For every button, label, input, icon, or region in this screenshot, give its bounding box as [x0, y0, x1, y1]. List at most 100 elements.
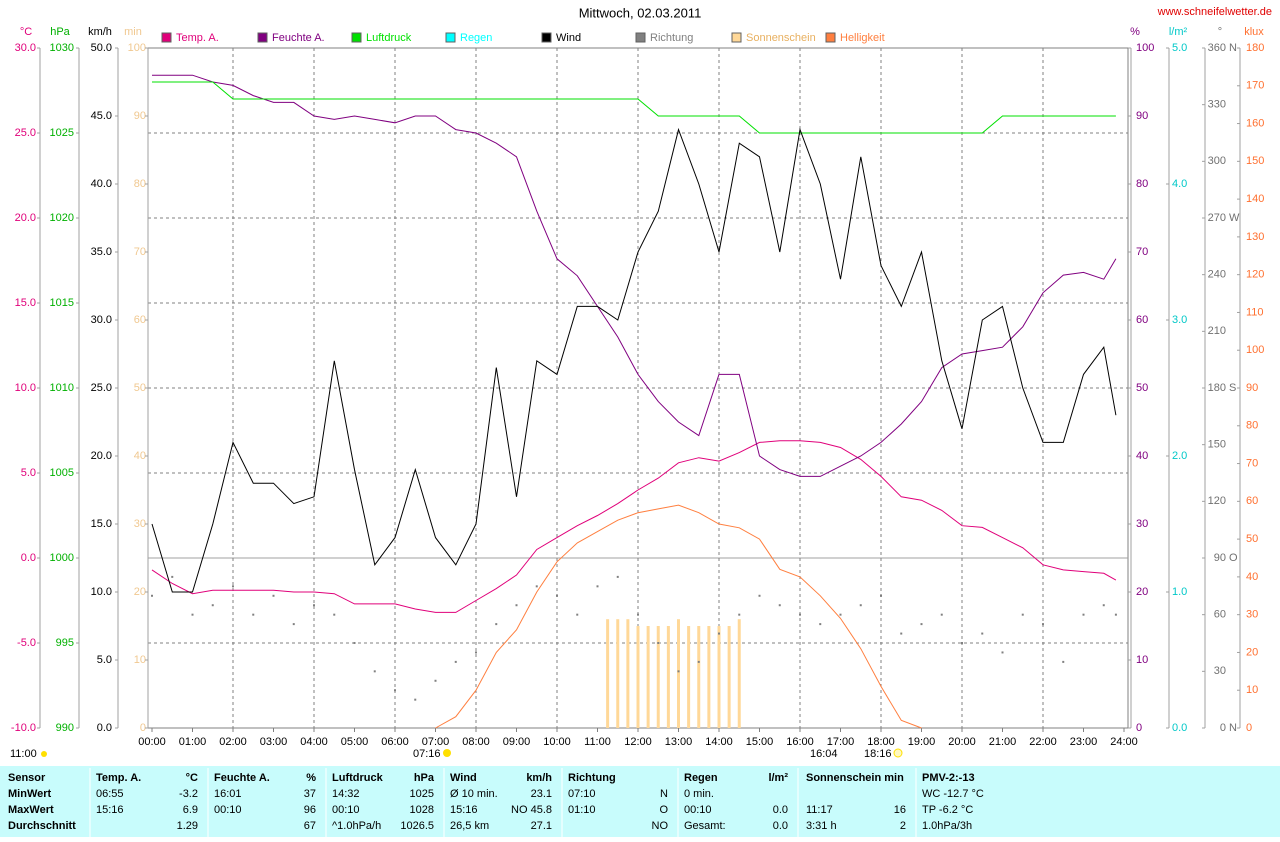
- x-tick-label: 03:00: [260, 736, 288, 748]
- y-tick-label: 15.0: [15, 297, 36, 309]
- y-tick-label: 30.0: [91, 314, 112, 326]
- direction-dot: [900, 632, 903, 635]
- y-tick-label: 80: [1136, 178, 1148, 190]
- y-tick-label: 10.0: [15, 382, 36, 394]
- table-cell: 1.29: [177, 820, 198, 832]
- direction-dot: [839, 613, 842, 616]
- axis-label: °: [1218, 26, 1222, 38]
- event-label: 07:16: [413, 748, 441, 760]
- series-line: [152, 81, 1116, 134]
- direction-dot: [1102, 604, 1105, 607]
- y-tick-label: 0: [1220, 722, 1226, 734]
- direction-dot: [454, 660, 457, 663]
- y-tick-label: 50.0: [91, 42, 112, 54]
- y-tick-label: 20: [1246, 646, 1258, 658]
- y-tick-label: 70: [1136, 246, 1148, 258]
- y-tick-label: 5.0: [97, 654, 112, 666]
- series-line: [435, 504, 922, 729]
- series-line: [151, 127, 1117, 593]
- y-tick-label: 10: [1136, 654, 1148, 666]
- y-tick-label: 150: [1208, 439, 1226, 451]
- y-tick-label: 2.0: [1172, 450, 1187, 462]
- y-tick-label: 60: [1214, 609, 1226, 621]
- x-tick-label: 13:00: [665, 736, 693, 748]
- event-label: 11:00: [10, 748, 37, 760]
- table-cell: NO: [652, 820, 669, 832]
- y-tick-label: 50: [1246, 533, 1258, 545]
- table-header: l/m²: [768, 772, 788, 784]
- y-tick-label: 170: [1246, 80, 1264, 92]
- y-tick-label: 70: [134, 246, 146, 258]
- y-tick-label: 40: [134, 450, 146, 462]
- axis-label: klux: [1244, 26, 1264, 38]
- sunshine-bar: [707, 626, 711, 728]
- y-tick-label: 120: [1246, 269, 1264, 281]
- table-cell: WC -12.7 °C: [922, 788, 984, 800]
- table-cell: 07:10: [568, 788, 596, 800]
- y-tick-label: 0.0: [1172, 722, 1187, 734]
- direction-dot: [292, 623, 295, 626]
- x-tick-label: 02:00: [219, 736, 247, 748]
- table-header: Feuchte A.: [214, 772, 270, 784]
- y-tick-label: 1030: [50, 42, 74, 54]
- table-header: Luftdruck: [332, 772, 384, 784]
- table-cell: 2: [900, 820, 906, 832]
- table-cell: MaxWert: [8, 804, 54, 816]
- direction-dot: [556, 594, 558, 597]
- legend-swatch: [635, 32, 646, 43]
- sunshine-bar: [717, 626, 721, 728]
- y-tick-label: 10.0: [91, 586, 112, 598]
- table-cell: 67: [304, 820, 316, 832]
- y-tick-label: 20: [134, 586, 146, 598]
- direction-dot: [151, 594, 153, 597]
- y-tick-label: 60: [1136, 314, 1148, 326]
- y-tick-label: 120: [1208, 495, 1226, 507]
- direction-dot: [1001, 651, 1004, 654]
- table-cell: 0.0: [773, 820, 788, 832]
- table-cell: ^1.0hPa/h: [332, 820, 381, 832]
- table-cell: 1026.5: [400, 820, 434, 832]
- table-cell: 15:16: [96, 804, 124, 816]
- sunshine-bar: [737, 619, 741, 728]
- y-tick-label: 45.0: [91, 110, 112, 122]
- table-cell: 26,5 km: [450, 820, 489, 832]
- y-tick-label: 180: [1246, 42, 1264, 54]
- y-tick-label: 300: [1208, 155, 1226, 167]
- y-tick-label: 210: [1208, 325, 1226, 337]
- y-tick-label: 330: [1208, 99, 1226, 111]
- y-tick-label: 60: [134, 314, 146, 326]
- compass-label: W: [1229, 212, 1240, 224]
- direction-dot: [697, 660, 700, 663]
- table-cell: NO 45.8: [511, 804, 552, 816]
- legend-label: Feuchte A.: [272, 32, 325, 44]
- x-tick-label: 00:00: [138, 736, 166, 748]
- y-tick-label: 180: [1208, 382, 1226, 394]
- sunshine-bar: [687, 626, 691, 728]
- table-header: %: [306, 772, 316, 784]
- y-tick-label: 100: [128, 42, 146, 54]
- legend-swatch: [257, 32, 268, 43]
- direction-dot: [495, 623, 498, 626]
- direction-dot: [272, 594, 275, 597]
- direction-dot: [515, 604, 518, 607]
- legend-label: Wind: [556, 32, 581, 44]
- x-tick-label: 01:00: [179, 736, 207, 748]
- legend-swatch: [825, 32, 836, 43]
- y-tick-label: 4.0: [1172, 178, 1187, 190]
- table-header: Sonnenschein min: [806, 772, 904, 784]
- x-tick-label: 20:00: [948, 736, 976, 748]
- event-label: 18:16: [864, 748, 892, 760]
- sunshine-bar: [616, 619, 620, 728]
- chart-title: Mittwoch, 02.03.2011: [579, 5, 702, 20]
- y-tick-label: 130: [1246, 231, 1264, 243]
- x-tick-label: 22:00: [1029, 736, 1057, 748]
- direction-dot: [920, 623, 923, 626]
- y-tick-label: 50: [134, 382, 146, 394]
- table-cell: 15:16: [450, 804, 478, 816]
- y-tick-label: 100: [1136, 42, 1154, 54]
- direction-dot: [637, 613, 639, 616]
- y-tick-label: 90: [1246, 382, 1258, 394]
- table-cell: 14:32: [332, 788, 360, 800]
- y-tick-label: 240: [1208, 269, 1226, 281]
- direction-dot: [1062, 660, 1065, 663]
